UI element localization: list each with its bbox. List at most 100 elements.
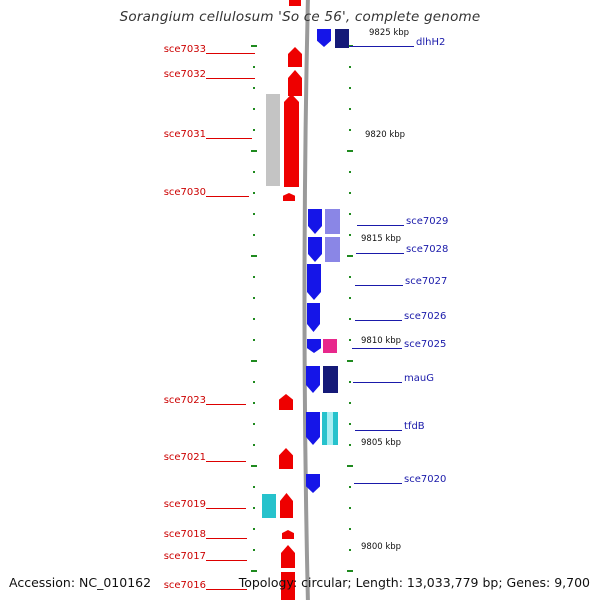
forward-tick-mark [253, 486, 255, 488]
forward-tick-mark [253, 318, 255, 320]
label-leader-line [206, 196, 249, 197]
reverse-tick-mark [349, 234, 351, 236]
reverse-gene-label[interactable]: tfdB [404, 421, 425, 432]
reverse-gene-label[interactable]: sce7020 [404, 474, 447, 485]
reverse-tick-mark [349, 276, 351, 278]
label-leader-line [206, 538, 247, 539]
reverse-tick-mark [349, 129, 351, 131]
forward-tick-mark [253, 402, 255, 404]
kbp-scale-label: 9825 kbp [369, 28, 410, 38]
forward-tick-mark [251, 360, 257, 362]
reverse-tick-mark [349, 486, 351, 488]
accession-text: Accession: NC_010162 [9, 575, 152, 590]
label-leader-line [353, 382, 402, 383]
label-leader-line [206, 78, 255, 79]
map-title: Sorangium cellulosum 'So ce 56', complet… [119, 9, 481, 25]
label-leader-line [206, 589, 247, 590]
reverse-gene-arrow [306, 412, 320, 445]
cyan-feature-highlight [327, 412, 333, 445]
lavender-feature [325, 237, 340, 262]
genome-backbone [302, 0, 310, 600]
forward-tick-mark [253, 339, 255, 341]
reverse-tick-mark [347, 570, 353, 572]
label-leader-line [206, 461, 246, 462]
genome-summary-text: Topology: circular; Length: 13,033,779 b… [238, 575, 590, 590]
forward-gene-arrow [283, 193, 295, 201]
reverse-tick-mark [349, 423, 351, 425]
label-leader-line [206, 53, 255, 54]
forward-gene-label[interactable]: sce7017 [163, 551, 206, 562]
forward-gene-bar [281, 572, 295, 600]
forward-tick-mark [253, 444, 255, 446]
forward-tick-mark [253, 276, 255, 278]
reverse-gene-label[interactable]: sce7027 [405, 276, 448, 287]
reverse-gene-label[interactable]: sce7026 [404, 311, 447, 322]
forward-gene-label[interactable]: sce7016 [163, 580, 206, 591]
forward-gene-arrow [281, 545, 295, 568]
reverse-gene-label[interactable]: sce7025 [404, 339, 447, 350]
reverse-gene-bar [323, 366, 338, 393]
forward-gene-label[interactable]: sce7023 [163, 395, 206, 406]
kbp-scale-label: 9820 kbp [365, 130, 406, 140]
forward-gene-label[interactable]: sce7033 [163, 44, 206, 55]
label-leader-line [206, 138, 252, 139]
reverse-gene-arrow [308, 209, 322, 234]
reverse-gene-arrow [308, 237, 322, 262]
label-leader-line [355, 430, 402, 431]
lavender-feature [325, 209, 340, 234]
forward-gene-arrow [280, 493, 293, 518]
pink-feature [323, 339, 337, 353]
reverse-gene-arrow [307, 303, 320, 332]
kbp-scale-label: 9810 kbp [361, 336, 402, 346]
forward-gene-label[interactable]: sce7030 [163, 187, 206, 198]
reverse-gene-label[interactable]: mauG [404, 373, 434, 384]
forward-gene-arrow [279, 394, 293, 410]
forward-tick-mark [251, 150, 257, 152]
label-leader-line [352, 348, 402, 349]
forward-gene-label[interactable]: sce7032 [163, 69, 206, 80]
forward-tick-mark [253, 549, 255, 551]
reverse-gene-bar [335, 29, 349, 48]
reverse-tick-mark [347, 255, 353, 257]
kbp-scale-label: 9805 kbp [361, 438, 402, 448]
forward-tick-mark [253, 507, 255, 509]
reverse-gene-arrow [307, 264, 321, 300]
reverse-tick-mark [347, 360, 353, 362]
forward-gene-label[interactable]: sce7018 [163, 529, 206, 540]
forward-tick-mark [253, 87, 255, 89]
reverse-gene-label[interactable]: sce7028 [406, 244, 449, 255]
cyan-feature [262, 494, 276, 518]
label-leader-line [354, 483, 402, 484]
reverse-tick-mark [349, 528, 351, 530]
reverse-tick-mark [349, 402, 351, 404]
forward-tick-mark [253, 192, 255, 194]
reverse-tick-mark [349, 213, 351, 215]
kbp-scale-label: 9800 kbp [361, 542, 402, 552]
reverse-gene-label[interactable]: sce7029 [406, 216, 449, 227]
reverse-gene-arrow [317, 29, 331, 47]
forward-gene-arrow [282, 530, 294, 539]
reverse-tick-mark [349, 507, 351, 509]
label-leader-line [356, 253, 404, 254]
reverse-tick-mark [347, 150, 353, 152]
reverse-tick-mark [349, 444, 351, 446]
reverse-tick-mark [349, 171, 351, 173]
reverse-gene-arrow [306, 474, 320, 493]
reverse-gene-arrow [306, 366, 320, 393]
reverse-gene-arrow [307, 339, 321, 353]
reverse-tick-mark [349, 339, 351, 341]
label-leader-line [357, 225, 404, 226]
reverse-gene-label[interactable]: dlhH2 [416, 37, 446, 48]
reverse-tick-mark [349, 66, 351, 68]
forward-tick-mark [253, 528, 255, 530]
forward-tick-mark [251, 255, 257, 257]
forward-gene-label[interactable]: sce7021 [163, 452, 206, 463]
label-leader-line [355, 320, 402, 321]
forward-tick-mark [253, 129, 255, 131]
forward-gene-label[interactable]: sce7031 [163, 129, 206, 140]
forward-tick-mark [253, 108, 255, 110]
label-leader-line [206, 508, 246, 509]
forward-gene-label[interactable]: sce7019 [163, 499, 206, 510]
reverse-tick-mark [349, 87, 351, 89]
